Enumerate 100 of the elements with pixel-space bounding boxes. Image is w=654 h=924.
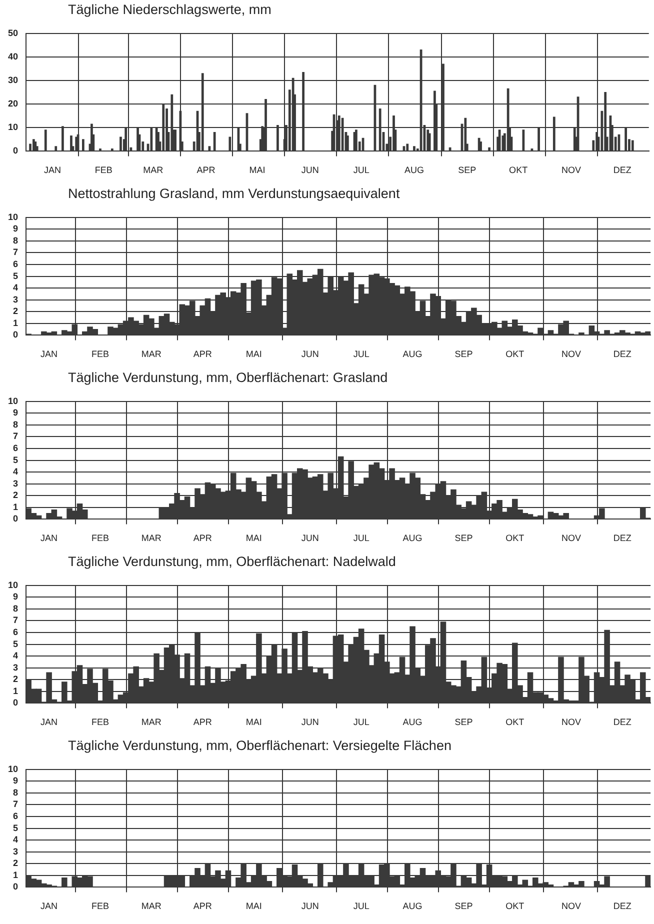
x-tick-label: FEB: [91, 533, 109, 544]
y-tick-label: 0: [12, 330, 18, 340]
x-tick-label: OKT: [506, 901, 525, 912]
chart-title: Tägliche Verdunstung, mm, Oberflächenart: Grasland: [67, 369, 389, 387]
x-tick-label: NOV: [561, 165, 581, 176]
y-tick-label: 6: [12, 627, 18, 638]
y-tick-label: 9: [12, 408, 18, 418]
x-tick-label: DEZ: [613, 533, 632, 544]
x-tick-label: FEB: [91, 901, 109, 912]
x-tick-label: AUG: [404, 165, 424, 176]
y-tick-label: 40: [8, 51, 18, 62]
x-tick-label: JAN: [40, 901, 58, 912]
y-tick-label: 1: [12, 870, 18, 880]
y-tick-label: 20: [8, 98, 18, 109]
x-tick-label: APR: [193, 349, 212, 360]
y-tick-label: 0: [12, 882, 18, 892]
x-tick-label: DEZ: [613, 349, 632, 360]
x-tick-label: JAN: [44, 165, 61, 176]
x-tick-label: JUL: [353, 717, 370, 728]
x-tick-label: NOV: [561, 349, 581, 360]
x-tick-label: DEZ: [613, 901, 632, 912]
y-tick-label: 3: [12, 294, 18, 304]
x-tick-label: JUL: [353, 533, 370, 544]
x-tick-label: AUG: [402, 901, 422, 912]
x-tick-label: MAR: [141, 901, 162, 912]
y-tick-label: 2: [12, 858, 18, 868]
x-tick-label: SEP: [454, 717, 473, 728]
x-tick-label: MAI: [246, 901, 262, 912]
x-tick-label: JUL: [353, 165, 370, 176]
x-tick-label: SEP: [454, 901, 473, 912]
y-tick-label: 2: [12, 490, 18, 500]
x-tick-label: DEZ: [613, 717, 632, 728]
x-tick-label: JUN: [301, 349, 319, 360]
x-tick-label: DEZ: [613, 165, 632, 176]
x-tick-label: OKT: [506, 349, 525, 360]
x-tick-label: FEB: [91, 349, 109, 360]
x-tick-label: APR: [196, 165, 216, 176]
x-tick-label: JAN: [40, 717, 58, 728]
y-tick-label: 3: [12, 662, 18, 672]
x-tick-label: JUL: [353, 901, 370, 912]
y-tick-label: 6: [12, 443, 18, 454]
x-tick-label: JUL: [353, 349, 370, 360]
y-tick-label: 3: [12, 478, 18, 488]
y-tick-label: 1: [12, 318, 18, 328]
y-tick-label: 7: [12, 247, 18, 258]
x-tick-label: MAI: [246, 349, 262, 360]
x-tick-label: OKT: [509, 165, 528, 176]
x-tick-label: FEB: [91, 717, 109, 728]
y-tick-label: 0: [12, 146, 18, 156]
y-tick-label: 7: [12, 615, 18, 626]
y-tick-label: 2: [12, 306, 18, 316]
x-tick-label: JUN: [301, 533, 319, 544]
y-tick-label: 10: [8, 764, 18, 774]
x-tick-label: MAI: [249, 165, 266, 176]
y-tick-label: 1: [12, 686, 18, 696]
y-tick-label: 10: [8, 212, 18, 222]
chart-title: Tägliche Niederschlagswerte, mm: [67, 1, 272, 19]
y-tick-label: 6: [12, 811, 18, 822]
x-tick-label: JUN: [301, 165, 319, 176]
y-tick-label: 5: [12, 638, 18, 649]
y-tick-label: 5: [12, 454, 18, 465]
y-tick-label: 10: [8, 122, 18, 132]
y-tick-label: 8: [12, 787, 18, 798]
x-tick-label: AUG: [402, 533, 422, 544]
x-tick-label: MAR: [141, 349, 162, 360]
y-tick-label: 4: [12, 282, 18, 293]
x-tick-label: APR: [193, 533, 212, 544]
x-tick-label: AUG: [402, 717, 422, 728]
x-tick-label: NOV: [561, 533, 581, 544]
chart-title: Tägliche Verdunstung, mm, Oberflächenart: Versiegelte Flächen: [67, 737, 452, 755]
y-tick-label: 0: [12, 698, 18, 708]
y-tick-label: 2: [12, 674, 18, 684]
x-tick-label: SEP: [458, 165, 476, 176]
y-tick-label: 9: [12, 776, 18, 786]
y-tick-label: 8: [12, 235, 18, 246]
y-tick-label: 9: [12, 224, 18, 234]
y-tick-label: 4: [12, 650, 18, 661]
x-tick-label: MAR: [141, 533, 162, 544]
y-tick-label: 5: [12, 822, 18, 833]
x-tick-label: MAR: [143, 165, 164, 176]
y-tick-label: 30: [8, 75, 18, 86]
y-tick-label: 4: [12, 466, 18, 477]
x-tick-label: MAI: [246, 533, 262, 544]
chart-title: Nettostrahlung Grasland, mm Verdunstungsaequivalent: [67, 185, 401, 203]
y-tick-label: 7: [12, 799, 18, 810]
x-tick-label: SEP: [454, 533, 473, 544]
x-tick-label: JUN: [301, 717, 319, 728]
x-tick-label: APR: [193, 717, 212, 728]
x-tick-label: SEP: [454, 349, 473, 360]
y-tick-label: 8: [12, 603, 18, 614]
x-tick-label: OKT: [506, 717, 525, 728]
x-tick-label: OKT: [506, 533, 525, 544]
x-tick-label: MAR: [141, 717, 162, 728]
y-tick-label: 10: [8, 580, 18, 590]
y-tick-label: 5: [12, 270, 18, 281]
y-tick-label: 3: [12, 846, 18, 856]
chart-title: Tägliche Verdunstung, mm, Oberflächenart: Nadelwald: [67, 553, 397, 571]
y-tick-label: 9: [12, 592, 18, 602]
y-tick-label: 6: [12, 259, 18, 270]
x-tick-label: AUG: [402, 349, 422, 360]
